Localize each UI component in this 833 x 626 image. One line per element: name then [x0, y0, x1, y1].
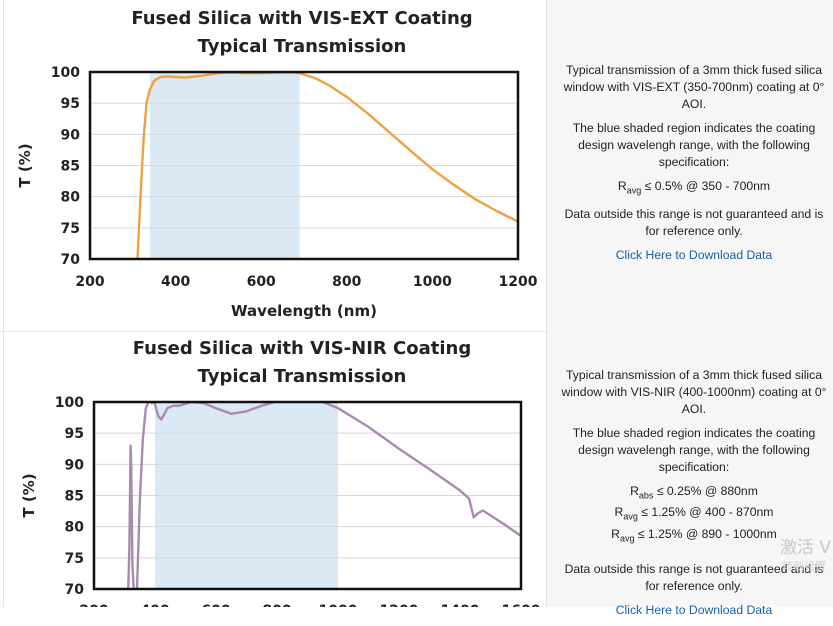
y-tick-label: 95: [65, 426, 84, 442]
x-tick-label: 400: [161, 274, 190, 290]
y-tick-label: 70: [65, 582, 85, 598]
info-cell: Typical transmission of a 3mm thick fuse…: [547, 331, 833, 617]
y-tick-label: 95: [61, 96, 80, 112]
x-tick-label: 800: [262, 603, 291, 607]
description-text: Typical transmission of a 3mm thick fuse…: [561, 368, 827, 416]
activation-watermark-sub: 转到设置: [782, 560, 826, 573]
y-tick-label: 70: [61, 252, 81, 268]
info-text: Typical transmission of a 3mm thick fuse…: [559, 367, 829, 626]
x-tick-label: 1000: [413, 274, 452, 290]
chart-subtitle: Typical Transmission: [198, 366, 407, 387]
spec-line: Ravg ≤ 0.5% @ 350 - 700nm: [617, 179, 771, 196]
chart-subtitle: Typical Transmission: [198, 36, 407, 57]
spec-list: Ravg ≤ 0.5% @ 350 - 700nm: [559, 178, 829, 199]
x-tick-label: 1200: [380, 603, 419, 607]
x-tick-label: 1000: [319, 603, 358, 607]
x-tick-label: 1600: [502, 603, 541, 607]
shaded-region-note: The blue shaded region indicates the coa…: [572, 426, 816, 474]
y-tick-label: 85: [61, 159, 80, 175]
disclaimer-text: Data outside this range is not guarantee…: [564, 207, 824, 239]
transmission-line: [127, 402, 521, 589]
x-tick-label: 1200: [499, 274, 538, 290]
download-data-link[interactable]: Click Here to Download Data: [615, 603, 773, 618]
y-tick-label: 80: [61, 190, 81, 206]
chart-cell: Fused Silica with VIS-NIR Coating Typical…: [4, 331, 546, 607]
shaded-region-note: The blue shaded region indicates the coa…: [572, 121, 816, 169]
x-tick-label: 1400: [441, 603, 480, 607]
transmission-chart-vis-ext: Fused Silica with VIS-EXT Coating Typical…: [16, 8, 538, 320]
y-tick-label: 90: [61, 127, 81, 143]
plot-frame: [88, 70, 520, 261]
y-tick-label: 90: [65, 457, 85, 473]
x-tick-label: 800: [332, 274, 361, 290]
y-axis-title: T (%): [16, 143, 34, 187]
disclaimer-text: Data outside this range is not guarantee…: [564, 562, 824, 594]
chart-title: Fused Silica with VIS-NIR Coating: [133, 338, 471, 359]
x-axis-title: Wavelength (nm): [231, 302, 377, 320]
transmission-chart-vis-nir: Fused Silica with VIS-NIR Coating Typical…: [20, 338, 541, 607]
spec-line: Ravg ≤ 1.25% @ 890 - 1000nm: [611, 526, 777, 544]
y-tick-label: 100: [55, 395, 84, 411]
chart-cell: Fused Silica with VIS-EXT Coating Typical…: [4, 0, 546, 331]
x-tick-label: 400: [140, 603, 169, 607]
plot-frame: [92, 400, 523, 591]
spec-list: Rabs ≤ 0.25% @ 880nm Ravg ≤ 1.25% @ 400 -…: [559, 483, 829, 547]
y-tick-label: 80: [65, 520, 85, 536]
spec-line: Ravg ≤ 1.25% @ 400 - 870nm: [614, 505, 774, 522]
x-tick-label: 200: [79, 603, 108, 607]
chart-panel-vis-nir: Fused Silica with VIS-NIR Coating Typical…: [0, 331, 833, 617]
y-tick-label: 75: [61, 221, 80, 237]
activation-watermark: 激活 V: [780, 538, 832, 558]
description-text: Typical transmission of a 3mm thick fuse…: [563, 63, 825, 111]
info-text: Typical transmission of a 3mm thick fuse…: [559, 62, 829, 271]
download-data-link[interactable]: Click Here to Download Data: [615, 248, 773, 263]
chart-title: Fused Silica with VIS-EXT Coating: [131, 8, 472, 29]
x-tick-label: 200: [75, 274, 104, 290]
chart-panel-vis-ext: Fused Silica with VIS-EXT Coating Typical…: [4, 0, 833, 331]
x-tick-label: 600: [201, 603, 230, 607]
info-cell: Typical transmission of a 3mm thick fuse…: [547, 0, 833, 331]
y-tick-label: 75: [65, 551, 84, 567]
x-tick-label: 600: [247, 274, 276, 290]
spec-line: Rabs ≤ 0.25% @ 880nm: [630, 484, 758, 501]
y-tick-label: 100: [51, 65, 80, 81]
y-tick-label: 85: [65, 489, 84, 505]
y-axis-title: T (%): [20, 473, 38, 517]
